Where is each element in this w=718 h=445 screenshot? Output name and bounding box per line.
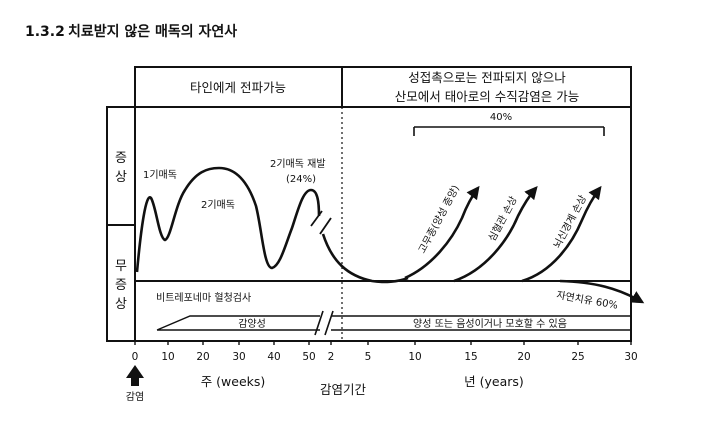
serology-positive: 감양성 bbox=[238, 318, 266, 330]
label-late-percent: 40% bbox=[490, 112, 512, 123]
side-symptomatic-2: 상 bbox=[115, 170, 127, 185]
side-symptomatic-1: 증 bbox=[115, 151, 127, 166]
tick-week-0: 0 bbox=[132, 351, 139, 363]
tick-year-5: 5 bbox=[365, 351, 372, 363]
break-mark-upper-1 bbox=[310, 210, 323, 227]
tick-week-40: 40 bbox=[267, 351, 280, 363]
label-gumma: 고무종(양성 종양) bbox=[416, 183, 462, 255]
tick-year-2: 2 bbox=[328, 351, 335, 363]
label-secondary-relapse: 2기매독 재발 bbox=[270, 158, 326, 170]
header-nontransmissible-line1: 성접촉으로는 전파되지 않으나 bbox=[408, 70, 566, 85]
section-number: 1.3.2 bbox=[25, 24, 65, 40]
label-relapse-percent: (24%) bbox=[286, 174, 316, 185]
serology-title: 비트레포네마 혈청검사 bbox=[156, 291, 251, 304]
neuro-arrow bbox=[521, 185, 602, 283]
serology-later: 양성 또는 음성이거나 모호할 수 있음 bbox=[413, 318, 567, 330]
tick-week-10: 10 bbox=[161, 351, 174, 363]
header-nontransmissible-line2: 산모에서 태아로의 수직감염은 가능 bbox=[395, 89, 579, 104]
label-primary-syphilis: 1기매독 bbox=[143, 169, 177, 181]
serology-band-right bbox=[331, 315, 631, 331]
band-break-mark-2 bbox=[324, 310, 334, 336]
infection-label: 감염 bbox=[126, 391, 144, 403]
side-asymptomatic-1: 무 bbox=[115, 259, 127, 274]
weeks-axis-label: 주 (weeks) bbox=[201, 374, 266, 389]
tick-year-10: 10 bbox=[408, 351, 421, 363]
spontaneous-cure-arrow bbox=[559, 279, 645, 304]
label-spontaneous-cure: 자연치유 60% bbox=[555, 289, 618, 312]
axis-ticks bbox=[134, 341, 632, 345]
section-title: 치료받지 않은 매독의 자연사 bbox=[68, 23, 237, 40]
tick-year-25: 25 bbox=[571, 351, 584, 363]
tick-week-20: 20 bbox=[196, 351, 209, 363]
label-cardiovascular: 심혈관 손상 bbox=[485, 194, 520, 244]
tick-year-30: 30 bbox=[624, 351, 637, 363]
years-axis-label: 년 (years) bbox=[464, 374, 524, 389]
early-syphilis-curve bbox=[135, 166, 321, 273]
tick-year-20: 20 bbox=[517, 351, 530, 363]
side-asymptomatic-2: 증 bbox=[115, 278, 127, 293]
serology-band-left bbox=[156, 315, 320, 331]
infection-period-label: 감염기간 bbox=[320, 382, 367, 397]
label-secondary-syphilis: 2기매독 bbox=[201, 199, 235, 211]
break-mark-upper-2 bbox=[319, 217, 332, 235]
side-asymptomatic-3: 상 bbox=[115, 297, 127, 312]
latent-curve bbox=[321, 233, 409, 284]
tick-week-30: 30 bbox=[232, 351, 245, 363]
gumma-arrow bbox=[404, 185, 480, 280]
main-frame bbox=[134, 106, 632, 342]
band-break-mark-1 bbox=[314, 310, 324, 336]
tick-year-15: 15 bbox=[464, 351, 477, 363]
cardiovascular-arrow bbox=[453, 186, 538, 283]
infection-up-arrow-icon bbox=[126, 365, 144, 386]
header-transmissible: 타인에게 전파가능 bbox=[190, 80, 286, 95]
tick-week-50: 50 bbox=[302, 351, 315, 363]
